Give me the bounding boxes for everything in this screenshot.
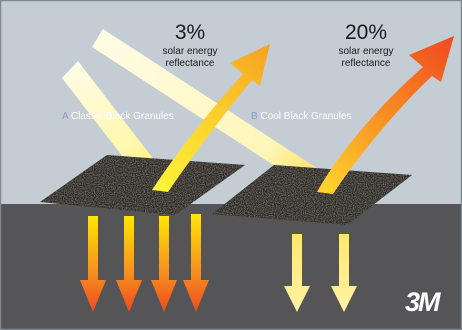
- reflected-arrow-a: [152, 44, 270, 192]
- granule-letter-a: A: [62, 111, 69, 122]
- ground-background: [0, 204, 462, 330]
- reflectance-caption-b-line1: solar energy: [338, 46, 394, 57]
- heat-arrows-a: [80, 214, 209, 312]
- granule-label-b: B Cool Black Granules: [251, 111, 352, 122]
- reflectance-caption-a-line2: reflectance: [165, 58, 215, 69]
- granule-name-b: Cool Black Granules: [260, 111, 352, 122]
- heat-arrows-b: [284, 234, 357, 312]
- reflected-arrow-b: [317, 36, 454, 194]
- granule-letter-b: B: [251, 111, 258, 122]
- granule-name-a: Classic Black Granules: [70, 111, 174, 122]
- granule-label-a: A Classic Black Granules: [62, 111, 174, 122]
- 3m-logo: 3M: [405, 287, 440, 317]
- reflectance-percent-b: 20%: [344, 21, 388, 44]
- reflectance-caption-b-line2: reflectance: [341, 58, 391, 69]
- reflectance-caption-a-line1: solar energy: [162, 46, 218, 57]
- granule-surface-b: [212, 165, 412, 225]
- reflectance-percent-a: 3%: [174, 21, 206, 44]
